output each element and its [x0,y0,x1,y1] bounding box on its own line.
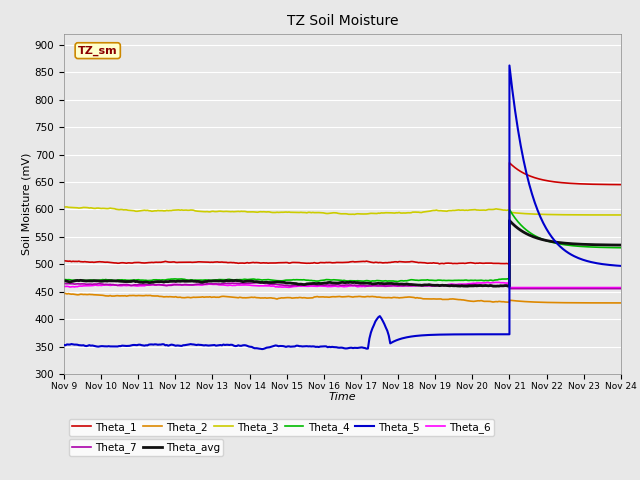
Theta_avg [60,278,68,284]
Theta_1 [396,259,403,264]
Theta_7 [161,283,169,288]
Theta_1 [493,261,501,266]
Theta_6 [479,280,486,286]
Theta_3 [493,206,501,212]
Theta_5 [428,332,436,338]
Theta_3 [314,210,321,216]
Theta_7 [252,280,260,286]
Theta_2 [60,290,68,296]
Theta_2 [479,298,486,304]
Theta_7 [373,283,381,289]
Theta_5 [506,62,513,68]
Theta_3 [373,211,381,216]
Theta_4 [617,245,625,251]
Theta_7 [617,286,625,291]
Theta_7 [60,281,68,287]
Line: Theta_3: Theta_3 [64,207,621,215]
Theta_1 [617,182,625,188]
Line: Theta_7: Theta_7 [64,283,621,288]
Legend: Theta_7, Theta_avg: Theta_7, Theta_avg [69,439,223,456]
Theta_5 [259,346,266,352]
Theta_avg [312,281,319,287]
Theta_2 [161,294,169,300]
Line: Theta_6: Theta_6 [64,282,621,288]
Y-axis label: Soil Moisture (mV): Soil Moisture (mV) [22,153,32,255]
Theta_1 [480,261,488,266]
Theta_6 [312,283,319,289]
Theta_avg [161,279,169,285]
Theta_7 [506,286,513,291]
Theta_7 [493,283,501,289]
Theta_7 [480,283,488,289]
Theta_5 [617,263,625,269]
Theta_2 [312,294,319,300]
Theta_4 [372,278,380,284]
Theta_6 [492,279,500,285]
Theta_5 [60,342,68,348]
Theta_avg [396,281,403,287]
Theta_2 [492,299,500,304]
Theta_1 [372,259,380,265]
Line: Theta_4: Theta_4 [64,209,621,282]
Theta_1 [506,160,513,166]
X-axis label: Time: Time [328,393,356,402]
Theta_6 [396,283,403,289]
Theta_7 [397,283,404,288]
Line: Theta_2: Theta_2 [64,293,621,303]
Theta_6 [493,279,501,285]
Line: Theta_avg: Theta_avg [64,220,621,286]
Theta_3 [397,210,404,216]
Theta_1 [60,258,68,264]
Title: TZ Soil Moisture: TZ Soil Moisture [287,14,398,28]
Theta_3 [617,212,625,218]
Theta_5 [502,331,510,337]
Theta_3 [480,207,488,213]
Theta_2 [372,294,380,300]
Theta_6 [617,285,625,290]
Theta_1 [161,259,169,264]
Theta_3 [163,207,171,213]
Theta_5 [422,332,430,338]
Theta_2 [617,300,625,306]
Theta_avg [479,283,486,288]
Theta_3 [63,204,71,210]
Theta_6 [372,283,380,288]
Line: Theta_5: Theta_5 [64,65,621,349]
Theta_avg [491,283,499,289]
Theta_2 [396,295,403,301]
Theta_1 [312,260,319,266]
Theta_4 [312,278,319,284]
Theta_avg [617,242,625,248]
Theta_4 [493,277,501,283]
Theta_avg [506,217,513,223]
Theta_4 [60,277,68,283]
Theta_4 [480,278,488,284]
Line: Theta_1: Theta_1 [64,163,621,264]
Theta_6 [161,283,169,288]
Theta_7 [314,282,321,288]
Theta_1 [436,261,444,267]
Theta_avg [372,281,380,287]
Theta_3 [60,204,68,210]
Theta_6 [506,285,513,290]
Theta_4 [161,277,169,283]
Theta_4 [397,278,404,284]
Theta_6 [60,284,68,289]
Theta_4 [506,206,513,212]
Theta_avg [493,283,501,289]
Theta_4 [394,279,401,285]
Text: TZ_sm: TZ_sm [78,46,118,56]
Theta_5 [215,342,223,348]
Theta_5 [83,343,90,349]
Theta_5 [142,342,150,348]
